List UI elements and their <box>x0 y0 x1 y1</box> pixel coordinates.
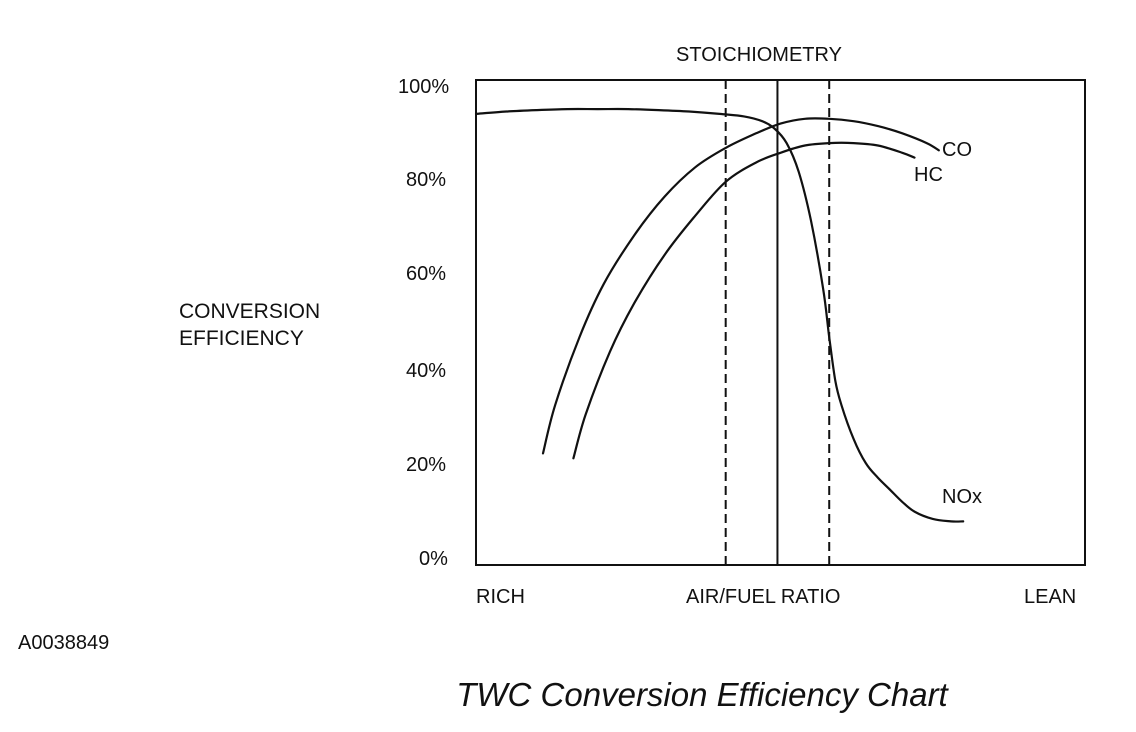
x-axis-title: AIR/FUEL RATIO <box>686 586 841 608</box>
series-label-co: CO <box>942 139 972 161</box>
y-axis-title: CONVERSION EFFICIENCY <box>179 298 320 352</box>
y-axis-title-line-2: EFFICIENCY <box>179 327 304 350</box>
y-axis-title-line-1: CONVERSION <box>179 300 321 323</box>
y-tick-label-60: 60% <box>406 263 447 285</box>
plot-frame <box>475 79 1086 566</box>
series-label-nox: NOx <box>942 486 982 508</box>
series-line-nox <box>474 107 965 523</box>
chart-caption: TWC Conversion Efficiency Chart <box>456 676 948 713</box>
stoichiometry-label: STOICHIOMETRY <box>676 44 842 66</box>
y-tick-label-100: 100% <box>398 76 450 98</box>
x-label-rich: RICH <box>476 586 525 608</box>
y-tick-label-20: 20% <box>406 454 447 476</box>
y-tick-label-80: 80% <box>406 169 447 191</box>
y-tick-label-0: 0% <box>419 548 448 570</box>
y-tick-label-40: 40% <box>406 360 447 382</box>
series-line-hc <box>572 141 916 460</box>
figure-id: A0038849 <box>18 632 110 654</box>
series-line-co <box>541 117 940 455</box>
x-label-lean: LEAN <box>1024 586 1077 608</box>
series-label-hc: HC <box>914 164 943 186</box>
